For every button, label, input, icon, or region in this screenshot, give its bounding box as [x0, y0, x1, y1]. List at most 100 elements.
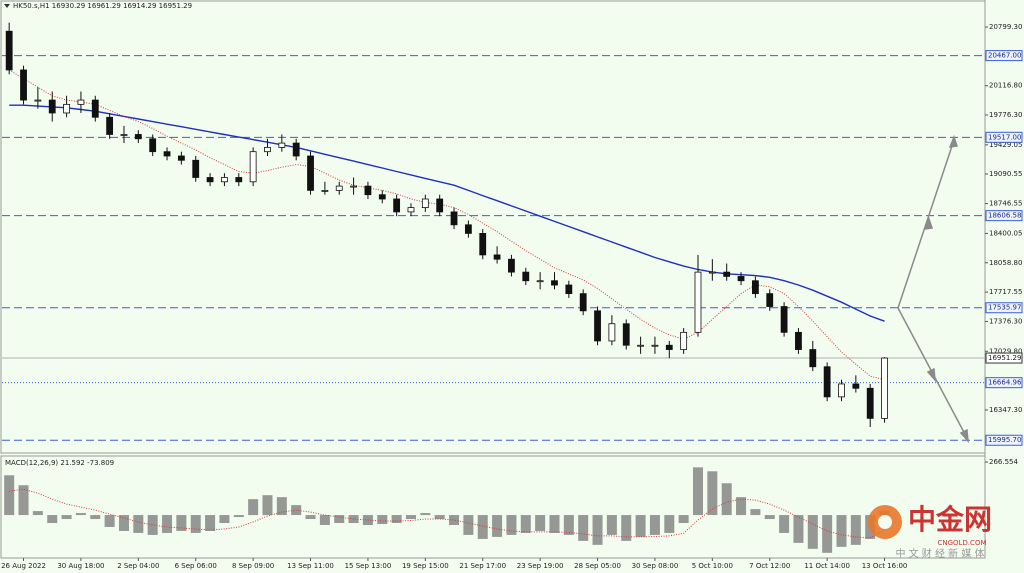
macd-bar [678, 515, 689, 524]
y-tick-label: 16347.30 [989, 406, 1022, 414]
macd-bar [793, 515, 804, 543]
candle-body [264, 146, 271, 153]
candle-body [436, 198, 444, 213]
macd-bar [75, 513, 86, 516]
candle-body [163, 151, 171, 157]
macd-bar [176, 515, 187, 531]
candle-body [321, 189, 329, 192]
arrow-head [959, 428, 969, 444]
y-tick-label: 17029.80 [989, 347, 1022, 355]
level-label: 18606.58 [988, 212, 1021, 220]
candle-body [479, 233, 487, 256]
macd-bar [104, 515, 115, 527]
candle-body [77, 99, 85, 105]
macd-bar [606, 515, 617, 535]
macd-bar [147, 515, 158, 535]
candle-body [206, 177, 214, 183]
candle-body [809, 349, 817, 368]
macd-bar [520, 515, 531, 533]
macd-bar [692, 467, 703, 516]
macd-bar [535, 515, 546, 531]
macd-bar [133, 515, 144, 533]
candle-body [881, 357, 888, 419]
macd-bar [592, 515, 603, 545]
candle-body [177, 155, 185, 161]
candle-body [852, 383, 860, 389]
level-label: 15995.70 [988, 436, 1021, 444]
y-tick-label: 19429.05 [989, 141, 1022, 149]
macd-bar [334, 515, 345, 524]
macd-bar [90, 515, 101, 520]
x-tick-label: 23 Sep 19:00 [517, 562, 564, 570]
candle-body [723, 271, 731, 277]
candle-body [235, 177, 243, 183]
macd-bar [707, 471, 718, 516]
candle-body [579, 293, 587, 312]
level-label: 20467.00 [988, 52, 1021, 60]
candle-body [694, 271, 702, 333]
candle-body [335, 185, 343, 191]
macd-bar [822, 515, 833, 553]
candle-body [795, 331, 802, 350]
candle-body [134, 134, 142, 140]
watermark: 中金网 CNGOLD.COM 中 文 财 经 新 媒 体 [868, 503, 992, 560]
x-tick-label: 13 Oct 16:00 [862, 562, 908, 570]
level-label: 17535.97 [988, 304, 1021, 312]
candle-body [307, 155, 314, 191]
candle-body [608, 323, 616, 342]
candle-body [637, 344, 644, 347]
candle-body [464, 224, 472, 234]
y-tick-label: 19776.30 [989, 111, 1022, 119]
y-tick-label: 17717.55 [989, 288, 1022, 296]
candle-body [450, 211, 458, 226]
x-tick-label: 15 Sep 13:00 [345, 562, 392, 570]
candle-body [192, 159, 200, 178]
arrow-up [897, 139, 955, 309]
macd-bar [463, 515, 474, 535]
candle-body [708, 271, 716, 274]
last-price-label: 16951.29 [988, 354, 1021, 362]
arrow-head [923, 216, 933, 230]
macd-bar [262, 495, 273, 516]
candle-body [149, 138, 157, 153]
macd-bar [18, 485, 29, 516]
macd-bar [405, 515, 416, 520]
x-tick-label: 5 Oct 10:00 [692, 562, 733, 570]
macd-bar [420, 513, 431, 516]
macd-bar [32, 511, 43, 516]
candle-body [737, 276, 745, 282]
macd-bar [47, 515, 58, 524]
x-tick-label: 7 Oct 12:00 [749, 562, 790, 570]
candle-body [493, 254, 501, 260]
candle-body [350, 185, 357, 188]
y-tick-label: 18400.05 [989, 229, 1022, 237]
level-label: 19517.00 [988, 133, 1021, 141]
macd-bar [449, 515, 460, 525]
candle-body [48, 99, 56, 114]
macd-bar [377, 515, 388, 524]
macd-bar [764, 515, 775, 520]
candle-body [508, 258, 515, 273]
macd-bar [190, 515, 201, 533]
arrow-head [948, 134, 958, 148]
watermark-tagline: 中 文 财 经 新 媒 体 [895, 547, 984, 560]
menu-triangle [4, 4, 10, 8]
level-label-box [985, 434, 1023, 446]
y-tick-label: 20116.80 [989, 82, 1022, 90]
macd-bar [635, 515, 646, 537]
macd-bar [549, 515, 560, 533]
candle-body [622, 323, 630, 346]
candle-body [823, 366, 831, 398]
candle-body [551, 280, 558, 286]
y-tick-label: 19090.55 [989, 170, 1022, 178]
y-tick-label: 17376.30 [989, 317, 1022, 325]
macd-bar [850, 515, 861, 545]
level-label-box [985, 210, 1023, 222]
candle-body [5, 30, 13, 71]
x-tick-label: 19 Sep 15:00 [402, 562, 449, 570]
candle-body [838, 383, 845, 398]
candle-body [292, 142, 300, 157]
macd-bar [736, 497, 747, 516]
macd-bar [779, 515, 790, 533]
